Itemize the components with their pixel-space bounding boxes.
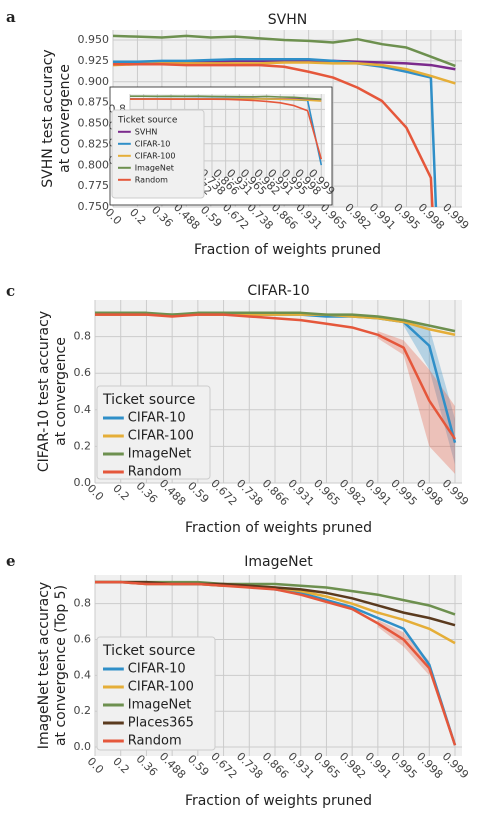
y-axis-label: SVHN test accuracy (40, 49, 56, 187)
y-axis-label: at convergence (57, 64, 73, 173)
legend-box (111, 109, 205, 199)
legend-label: Places365 (128, 716, 194, 731)
legend-label: Random (128, 465, 182, 480)
y-tick-label: 0.800 (78, 158, 110, 171)
series-line (95, 313, 457, 440)
y-tick-label: 0.8 (74, 330, 92, 343)
y-tick-label: 0.850 (78, 117, 110, 130)
y-tick-label: 0.6 (74, 366, 92, 379)
y-tick-label: 0.4 (74, 403, 92, 416)
legend-label: CIFAR-10 (128, 662, 186, 677)
y-tick-label: 0.8 (74, 597, 92, 610)
legend-label: SVHN (135, 127, 158, 136)
y-axis-label: ImageNet test accuracy (36, 582, 52, 749)
chart-title: ImageNet (244, 554, 313, 570)
y-tick-label: 0.775 (78, 179, 110, 192)
legend-title: Ticket source (102, 392, 195, 408)
legend-label: ImageNet (128, 447, 192, 462)
panel: c CIFAR-10 CIFAR-10 test accuracy at conver… (6, 282, 471, 536)
x-tick-label: 0.59 (185, 752, 212, 779)
y-axis-label: at convergence (Top 5) (53, 585, 69, 746)
inset: 0.20.40.60.80.00.20.360.4880.590.6720.73… (109, 86, 337, 206)
series-layer (95, 311, 457, 474)
y-tick-label: 0.0 (74, 740, 92, 753)
legend-box (96, 636, 216, 751)
legend-label: Random (135, 175, 168, 184)
x-tick-label: 0.2 (110, 755, 132, 777)
panel-letter: c (6, 282, 15, 300)
y-tick-label: 0.750 (78, 200, 110, 213)
legend-label: CIFAR-10 (135, 139, 171, 148)
series-line (95, 311, 456, 333)
x-tick-label: 0.2 (110, 482, 132, 504)
legend-label: Random (128, 734, 182, 749)
y-tick-label: 0.4 (74, 668, 92, 681)
y-tick-label: 0.950 (78, 33, 110, 46)
legend-label: CIFAR-100 (135, 151, 176, 160)
x-tick-label: 0.0 (85, 755, 107, 777)
x-tick-label: 0.2 (127, 206, 149, 228)
legend-label: CIFAR-10 (128, 411, 186, 426)
legend-title: Ticket source (102, 643, 195, 659)
series-line (95, 580, 457, 746)
series-layer (113, 34, 456, 207)
panel-letter: e (6, 552, 16, 570)
x-tick-label: 0.36 (134, 752, 161, 779)
series-line (113, 57, 438, 207)
legend-label: CIFAR-100 (128, 680, 194, 695)
y-tick-label: 0.900 (78, 75, 110, 88)
series-line (113, 34, 456, 68)
y-tick-label: 0.2 (74, 704, 92, 717)
chart-title: CIFAR-10 (247, 283, 309, 299)
confidence-band (403, 318, 430, 370)
panel-letter: a (6, 8, 16, 26)
series-line (130, 95, 322, 101)
legend-title: Ticket source (117, 115, 178, 125)
y-tick-label: 0.925 (78, 54, 110, 67)
chart-title: SVHN (268, 12, 307, 28)
series-layer (130, 95, 323, 166)
x-axis-label: Fraction of weights pruned (185, 793, 372, 809)
y-tick-label: 0.6 (74, 633, 92, 646)
legend-label: CIFAR-100 (128, 429, 194, 444)
confidence-band (403, 340, 430, 447)
legend-label: ImageNet (135, 163, 174, 172)
panel: a SVHN SVHN test accuracy at convergence Fra… (6, 8, 471, 258)
series-line (130, 98, 323, 160)
y-tick-label: 0.0 (74, 476, 92, 489)
panel: e ImageNet ImageNet test accuracy at conver… (6, 552, 471, 809)
series-layer (95, 580, 457, 746)
series-line (113, 62, 434, 207)
y-tick-label: 0.825 (78, 137, 110, 150)
legend-box (96, 385, 211, 480)
legend-label: ImageNet (128, 698, 192, 713)
y-axis-label: CIFAR-10 test accuracy (36, 311, 52, 472)
x-axis-label: Fraction of weights pruned (185, 520, 372, 536)
y-axis-label: at convergence (53, 337, 69, 446)
y-tick-label: 0.2 (74, 439, 92, 452)
y-tick-label: 0.875 (78, 96, 110, 109)
x-axis-label: Fraction of weights pruned (194, 242, 381, 258)
